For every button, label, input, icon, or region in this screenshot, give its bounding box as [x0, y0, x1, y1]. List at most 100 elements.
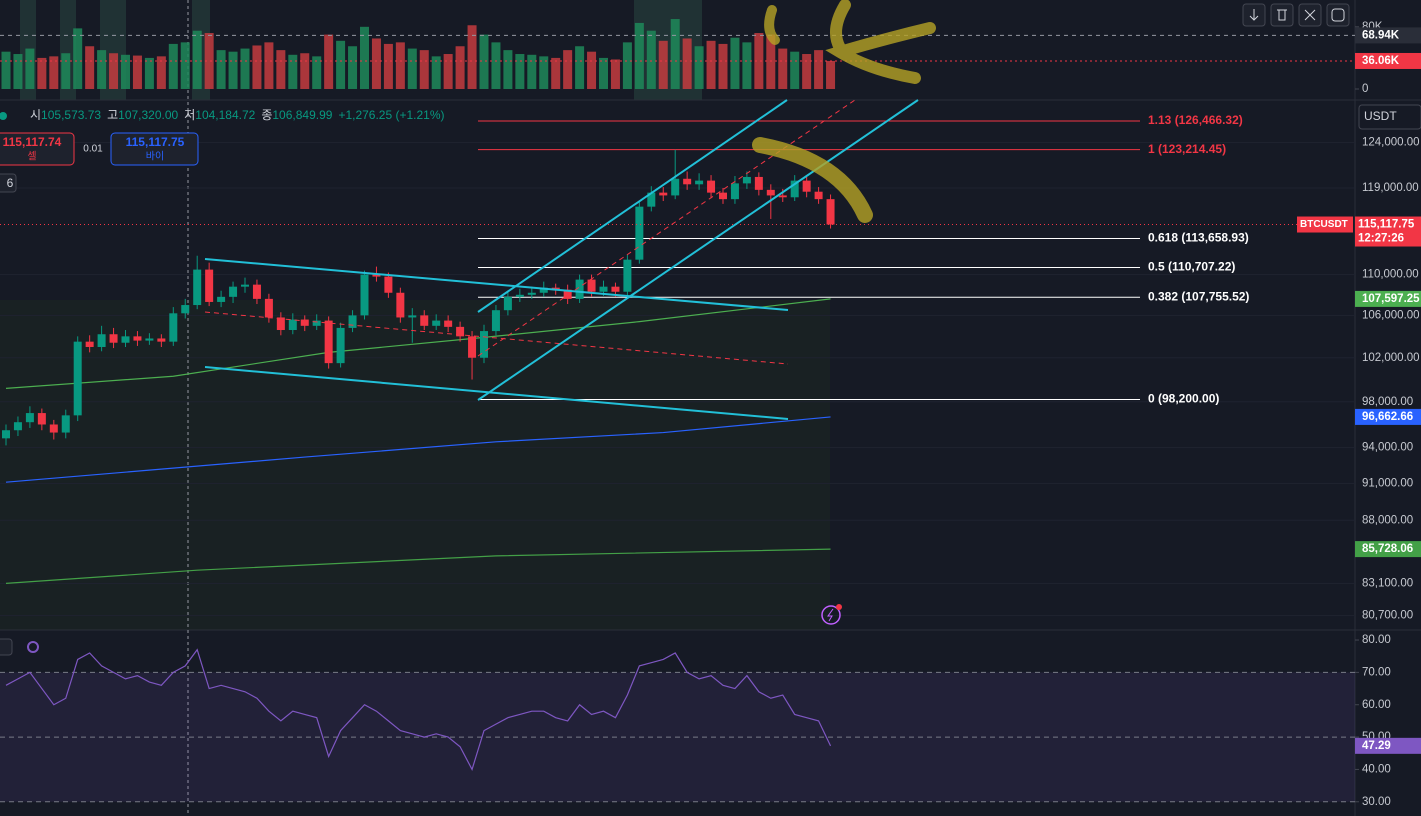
volume-bar: [132, 55, 142, 89]
candle-body: [13, 422, 22, 431]
volume-ma-badge: [1355, 27, 1421, 44]
y-tick-label: 110,000.00: [1362, 269, 1419, 281]
trend-line: [204, 258, 789, 311]
candle-body: [37, 413, 46, 425]
volume-bar: [802, 54, 812, 89]
volume-bar: [97, 50, 107, 89]
rsi-settings-icon[interactable]: [27, 641, 39, 653]
volume-bar: [682, 38, 692, 89]
volume-bar: [1, 51, 11, 89]
candle-body: [109, 334, 118, 343]
ma-fill: [0, 300, 830, 630]
maximize-button[interactable]: [1326, 3, 1350, 27]
volume-bar: [527, 54, 537, 89]
sell-button[interactable]: [0, 132, 75, 166]
volume-bar: [539, 56, 549, 89]
countdown-label: 12:27:26: [1358, 233, 1404, 245]
volume-bar: [479, 34, 489, 89]
candle-body: [205, 269, 214, 302]
volume-last-badge: [1355, 52, 1421, 69]
volume-bar: [144, 57, 154, 89]
rsi-tick-label: 60.00: [1362, 699, 1391, 711]
sell-label: 셀: [27, 151, 36, 163]
candle-body: [563, 289, 572, 299]
ohlc-key: 고: [107, 108, 118, 122]
y-tick-label: 124,000.00: [1362, 137, 1420, 149]
ohlc-value: 106,849.99: [272, 108, 332, 122]
volume-bar: [622, 42, 632, 89]
candle-body: [503, 296, 512, 311]
candle-body: [515, 294, 524, 297]
volume-bar: [706, 40, 716, 89]
y-tick-label: 80,700.00: [1362, 610, 1413, 622]
spread: 0.01: [83, 144, 103, 155]
alert-icon[interactable]: [821, 605, 841, 625]
candle-body: [300, 319, 309, 326]
candle-body: [288, 319, 297, 331]
candle-body: [826, 199, 835, 225]
volume-bar: [754, 33, 764, 89]
currency-select-text: USDT: [1364, 109, 1397, 123]
legend-row: 시105,573.73 고107,320.00 저104,184.72 종106,84…: [0, 104, 1421, 656]
volume-bar: [371, 38, 381, 89]
volume-bar: [156, 56, 166, 89]
volume-bar: [646, 30, 656, 89]
interval-badge[interactable]: [0, 173, 17, 193]
volume-bar: [324, 34, 334, 89]
rsi-tick-label: 40.00: [1362, 763, 1391, 775]
candle-body: [133, 336, 142, 341]
rsi-tick-label: 30.00: [1362, 796, 1391, 808]
volume-bar: [288, 54, 298, 89]
rsi-badge-label: 47.29: [1362, 740, 1391, 752]
volume-bar: [515, 54, 525, 89]
icon: [1249, 9, 1259, 21]
ohlc-change: +1,276.25 (+1.21%): [338, 108, 444, 122]
buy-button[interactable]: [110, 132, 199, 166]
volume-bar: [264, 42, 274, 89]
candle-body: [49, 424, 58, 433]
volume-bar: [503, 50, 513, 89]
annotation-stroke: [764, 5, 780, 45]
currency-select[interactable]: [1358, 104, 1421, 130]
volume-bar: [587, 51, 597, 89]
candle-body: [61, 415, 70, 433]
rsi-toggle[interactable]: [0, 638, 13, 656]
volume-bar: [670, 19, 680, 89]
volume-bar: [575, 46, 585, 89]
candle-body: [683, 178, 692, 185]
alert-dot: [836, 604, 842, 610]
ma-badge: [1355, 541, 1421, 558]
toolbar: [1242, 3, 1350, 27]
volume-bar: [634, 22, 644, 90]
fib-label: 0.618 (113,658.93): [1148, 231, 1249, 245]
y-tick-label: 98,000.00: [1362, 396, 1413, 408]
fib-label: 1 (123,214.45): [1148, 142, 1226, 156]
candle-body: [169, 313, 178, 342]
ohlc-value: 104,184.72: [195, 108, 255, 122]
moving-average: [5, 548, 831, 584]
ohlc-value: 105,573.73: [41, 108, 101, 122]
rsi-line: [5, 648, 832, 771]
marks: 1.13 (126,466.32) 1 (123,214.45) 0.618 (11…: [0, 19, 1359, 803]
volume-bar: [778, 48, 788, 89]
volume-bar: [168, 43, 178, 89]
symbol-label: BTCUSDT: [1300, 219, 1348, 230]
delete-button[interactable]: [1270, 3, 1294, 27]
volume-bar: [718, 43, 728, 89]
volume-bar: [742, 42, 752, 89]
ohlc-key: 시: [30, 108, 41, 122]
volume-bar: [491, 42, 501, 89]
candle-body: [217, 296, 226, 302]
annotation-arrow: [825, 0, 936, 84]
icon: [1277, 9, 1287, 21]
candle-body: [647, 192, 656, 207]
volume-bar: [395, 42, 405, 89]
volume-bar: [419, 50, 429, 89]
candle-body: [491, 310, 500, 332]
candle-body: [444, 320, 453, 327]
y-tick-label: 91,000.00: [1362, 477, 1413, 489]
candle-body: [384, 276, 393, 293]
sell-price: 115,117.74: [3, 135, 62, 149]
buy-price: 115,117.75: [126, 135, 185, 149]
volume-bar: [121, 54, 130, 89]
